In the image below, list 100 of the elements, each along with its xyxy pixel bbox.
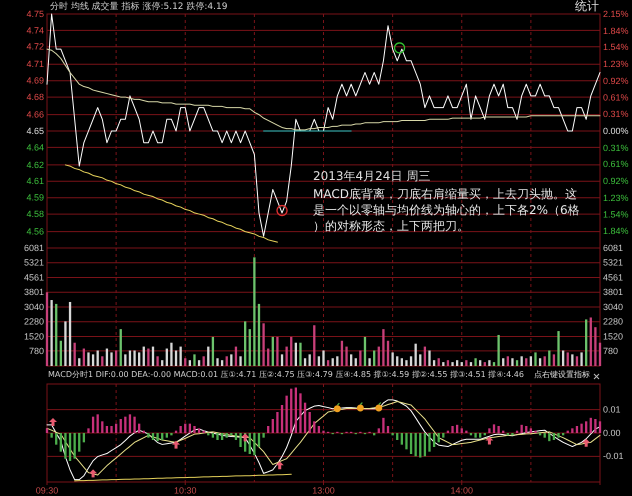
- bar: [55, 433, 58, 445]
- x-tick-label: 14:00: [450, 485, 474, 496]
- bar: [220, 433, 224, 440]
- bar: [484, 362, 486, 366]
- bar: [544, 356, 546, 366]
- bar: [502, 358, 504, 366]
- bar: [419, 354, 422, 366]
- bar: [124, 354, 126, 366]
- y2-tick-label: 6081: [603, 242, 624, 253]
- bar: [590, 317, 592, 366]
- y-tick-label: 4.75: [26, 8, 44, 19]
- y2-tick-label: 780: [603, 346, 618, 356]
- bar: [594, 327, 597, 366]
- bar: [544, 433, 546, 438]
- bar: [520, 424, 523, 433]
- bar: [46, 292, 48, 366]
- bar: [166, 348, 168, 366]
- text: 统计: [575, 0, 599, 13]
- text: 点右键设置指标: [534, 370, 590, 379]
- y2-tick-label: 0.01: [603, 404, 621, 415]
- bar: [50, 433, 53, 438]
- bar: [460, 362, 463, 366]
- y-tick-label: 4.58: [26, 208, 44, 219]
- y2-tick-label: 0.31%: [603, 142, 629, 153]
- y2-tick-label: 0.92%: [603, 76, 629, 86]
- y-tick-label: 3040: [24, 302, 44, 312]
- bar: [248, 433, 251, 454]
- y2-tick-label: 0.00%: [603, 126, 629, 136]
- y-tick-label: 4.64: [26, 142, 44, 152]
- bar: [497, 426, 500, 433]
- bar: [267, 348, 270, 366]
- bar: [184, 424, 186, 433]
- bar: [456, 424, 458, 433]
- bar: [438, 433, 440, 442]
- bar: [124, 416, 126, 433]
- bar: [290, 336, 292, 366]
- bar: [179, 426, 182, 433]
- bar: [147, 433, 150, 438]
- line-series: [46, 48, 600, 130]
- bar: [82, 433, 86, 442]
- x-tick-label: 09:30: [36, 485, 58, 496]
- bar: [391, 352, 394, 366]
- bar: [326, 360, 330, 366]
- bar: [285, 396, 288, 433]
- bar: [253, 433, 256, 456]
- bar: [248, 329, 251, 366]
- bar: [188, 360, 192, 366]
- bar: [585, 319, 588, 366]
- bar: [373, 350, 376, 366]
- bar: [465, 360, 468, 366]
- y-tick-label: 4561: [24, 272, 44, 282]
- bar: [432, 433, 436, 447]
- bar: [226, 356, 228, 366]
- bar: [414, 433, 417, 456]
- y2-tick-label: 1.54%: [603, 42, 629, 52]
- bar: [60, 340, 62, 366]
- bar: [590, 418, 592, 433]
- line-series: [64, 164, 278, 243]
- bar: [525, 426, 528, 433]
- bar: [50, 300, 53, 366]
- bar: [378, 346, 380, 366]
- y-tick-label: 4.56: [26, 226, 44, 236]
- bar: [479, 360, 482, 366]
- chart-title: MACD分时1 DIF:0.00 DEA:-0.00 MACD:0.01 压①:4.71 压②:4.75 压③:4.79 压④:4.85 撑①:4.59 撑②:4.55 撑③:4.51 撑④:4.46: [48, 370, 524, 379]
- bar: [202, 356, 205, 366]
- bar: [220, 360, 224, 366]
- bar: [138, 424, 140, 433]
- bar: [400, 358, 403, 366]
- x-tick-label: 10:30: [174, 485, 197, 496]
- y2-tick-label: 4561: [603, 272, 624, 282]
- y-tick-label: 2280: [24, 316, 44, 327]
- bar: [226, 433, 228, 438]
- bar: [378, 428, 380, 433]
- bar: [488, 360, 491, 366]
- y-tick-label: 1520: [24, 331, 44, 342]
- y-tick-label: 4.62: [26, 160, 44, 170]
- y-tick-label: 4.66: [26, 110, 44, 120]
- bar: [548, 433, 550, 442]
- bar: [308, 412, 311, 433]
- bar: [272, 419, 274, 433]
- bar: [442, 433, 444, 438]
- bar: [230, 354, 232, 366]
- bar: [497, 334, 500, 366]
- y2-tick-label: 0.61%: [603, 92, 629, 103]
- bar: [336, 356, 338, 366]
- bar: [442, 362, 444, 366]
- y-tick-label: 4.65: [26, 126, 44, 136]
- bar: [313, 325, 316, 366]
- bar: [78, 433, 80, 452]
- bar: [101, 421, 104, 433]
- y-tick-label: 6081: [24, 242, 44, 253]
- bar: [424, 433, 426, 456]
- line-series: [46, 14, 600, 237]
- y2-tick-label: 0.61%: [603, 159, 629, 170]
- chart-title: 分时 均线 成交量 指标 涨停:5.12 跌停:4.19: [50, 1, 228, 12]
- y-tick-label: 4.59: [26, 192, 44, 203]
- bar: [253, 257, 256, 366]
- bar: [520, 356, 523, 366]
- bar: [432, 360, 436, 366]
- bar: [114, 350, 118, 366]
